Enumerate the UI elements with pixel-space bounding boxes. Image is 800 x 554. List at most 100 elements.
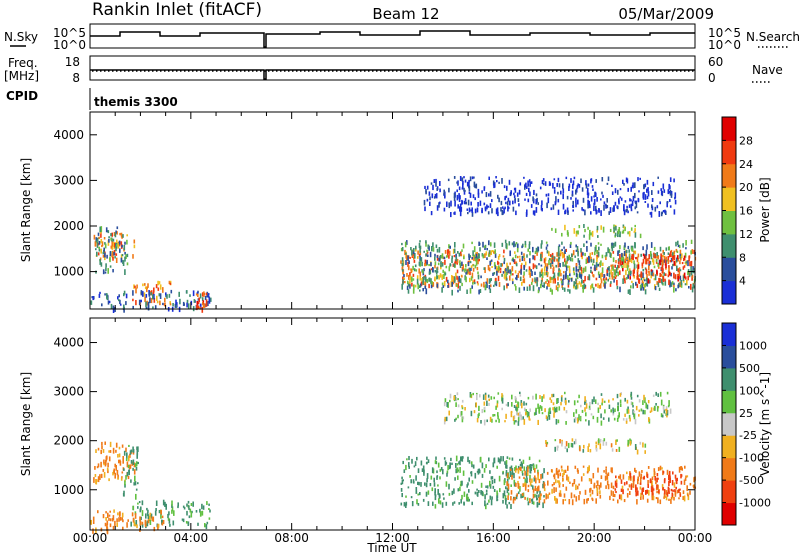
heatmap-cell-5 bbox=[417, 250, 419, 255]
heatmap-cell-6 bbox=[417, 283, 419, 290]
heatmap-cell-5 bbox=[501, 263, 503, 267]
heatmap-cell-4 bbox=[480, 482, 483, 488]
heatmap-cell-2 bbox=[182, 505, 185, 508]
heatmap-cell-4 bbox=[480, 490, 482, 493]
heatmap-cell-6 bbox=[530, 269, 532, 272]
heatmap-cell-6 bbox=[586, 246, 588, 252]
heatmap-cell-5 bbox=[562, 478, 564, 481]
heatmap-cell-6 bbox=[651, 491, 654, 496]
heatmap-cell-6 bbox=[526, 286, 529, 291]
heatmap-cell-8 bbox=[507, 197, 510, 202]
heatmap-cell-5 bbox=[558, 284, 560, 288]
heatmap-cell-8 bbox=[630, 208, 633, 212]
heatmap-cell-6 bbox=[509, 269, 511, 274]
heatmap-cell-5 bbox=[606, 473, 608, 480]
heatmap-cell-1 bbox=[126, 471, 129, 477]
heatmap-cell-5 bbox=[408, 274, 410, 280]
heatmap-cell-5 bbox=[511, 266, 514, 272]
heatmap-cell-6 bbox=[569, 243, 572, 248]
heatmap-cell-6 bbox=[505, 268, 507, 272]
heatmap-cell-8 bbox=[673, 178, 675, 183]
heatmap-cell-7 bbox=[573, 400, 576, 406]
heatmap-cell-7 bbox=[625, 420, 628, 424]
heatmap-cell-1 bbox=[124, 480, 126, 486]
heatmap-cell-5 bbox=[628, 476, 630, 481]
heatmap-cell-6 bbox=[442, 285, 445, 288]
heatmap-cell-8 bbox=[623, 183, 625, 186]
heatmap-cell-5 bbox=[444, 250, 447, 254]
heatmap-cell-5 bbox=[485, 251, 488, 256]
heatmap-cell-5 bbox=[586, 498, 588, 504]
heatmap-cell-4 bbox=[405, 495, 407, 498]
heatmap-cell-5 bbox=[526, 471, 529, 476]
heatmap-cell-2 bbox=[205, 524, 208, 530]
x-tick-label: 00:00 bbox=[678, 531, 713, 545]
heatmap-cell-5 bbox=[601, 272, 603, 277]
heatmap-cell-1 bbox=[114, 232, 117, 238]
heatmap-cell-4 bbox=[414, 461, 417, 466]
heatmap-cell-4 bbox=[461, 480, 463, 486]
heatmap-cell-8 bbox=[670, 194, 673, 198]
heatmap-cell-3 bbox=[147, 301, 150, 305]
heatmap-cell-6 bbox=[483, 245, 486, 249]
heatmap-cell-5 bbox=[575, 484, 577, 491]
heatmap-cell-1 bbox=[123, 244, 126, 251]
heatmap-cell-4 bbox=[401, 493, 403, 498]
heatmap-cell-3 bbox=[108, 300, 111, 304]
heatmap-cell-7 bbox=[652, 394, 655, 397]
heatmap-cell-6 bbox=[481, 253, 484, 257]
heatmap-cell-8 bbox=[454, 200, 456, 207]
heatmap-cell-3 bbox=[117, 512, 119, 516]
heatmap-cell-0 bbox=[120, 232, 123, 236]
heatmap-cell-3 bbox=[105, 517, 107, 521]
heatmap-cell-9 bbox=[622, 224, 625, 228]
y-tick-label: 4000 bbox=[53, 336, 84, 350]
heatmap-cell-5 bbox=[442, 256, 445, 260]
heatmap-cell-4 bbox=[526, 497, 529, 501]
heatmap-cell-9 bbox=[621, 231, 624, 234]
heatmap-cell-6 bbox=[557, 272, 559, 276]
heatmap-cell-8 bbox=[613, 205, 615, 211]
heatmap-cell-7 bbox=[659, 259, 661, 266]
heatmap-cell-1 bbox=[126, 253, 129, 258]
heatmap-cell-6 bbox=[615, 475, 617, 479]
heatmap-cell-5 bbox=[486, 278, 489, 284]
heatmap-cell-5 bbox=[580, 270, 583, 276]
heatmap-cell-7 bbox=[495, 419, 497, 423]
heatmap-cell-1 bbox=[102, 269, 105, 275]
beam-title: Beam 12 bbox=[372, 5, 439, 23]
velocity-ylabel: Slant Range [km] bbox=[19, 372, 33, 476]
heatmap-cell-8 bbox=[634, 182, 636, 188]
heatmap-cell-6 bbox=[618, 258, 620, 262]
heatmap-cell-8 bbox=[536, 197, 538, 203]
heatmap-cell-8 bbox=[601, 191, 603, 195]
heatmap-cell-8 bbox=[666, 201, 669, 204]
heatmap-cell-8 bbox=[588, 443, 590, 447]
heatmap-cell-2 bbox=[202, 505, 205, 510]
heatmap-cell-3 bbox=[90, 519, 92, 525]
heatmap-cell-5 bbox=[651, 484, 654, 489]
heatmap-cell-4 bbox=[430, 475, 433, 480]
heatmap-cell-6 bbox=[660, 278, 663, 284]
heatmap-cell-7 bbox=[513, 405, 516, 408]
heatmap-cell-8 bbox=[554, 201, 557, 204]
heatmap-cell-8 bbox=[660, 190, 663, 196]
heatmap-cell-6 bbox=[422, 280, 424, 285]
heatmap-cell-8 bbox=[589, 204, 591, 209]
heatmap-cell-4 bbox=[455, 463, 457, 468]
heatmap-cell-7 bbox=[656, 255, 658, 259]
heatmap-cell-4 bbox=[459, 467, 461, 473]
heatmap-cell-2 bbox=[186, 503, 188, 507]
heatmap-cell-5 bbox=[567, 465, 569, 471]
heatmap-cell-5 bbox=[610, 269, 612, 275]
heatmap-cell-2 bbox=[186, 510, 188, 516]
heatmap-cell-1 bbox=[109, 258, 111, 261]
heatmap-cell-5 bbox=[628, 484, 631, 488]
heatmap-cell-7 bbox=[461, 406, 464, 410]
heatmap-cell-6 bbox=[628, 271, 630, 275]
heatmap-cell-5 bbox=[511, 475, 513, 480]
heatmap-cell-5 bbox=[568, 499, 571, 505]
heatmap-cell-4 bbox=[513, 479, 516, 485]
heatmap-cell-6 bbox=[461, 261, 463, 265]
heatmap-cell-5 bbox=[649, 279, 651, 284]
